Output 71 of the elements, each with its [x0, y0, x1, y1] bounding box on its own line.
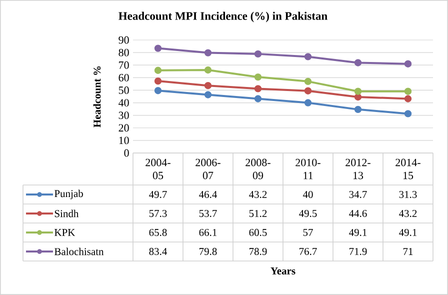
y-tick-label: 20 [118, 124, 129, 132]
point [154, 77, 162, 85]
data-label: 51.2 [249, 210, 267, 218]
point [204, 66, 212, 74]
point [254, 50, 262, 58]
data-label: 49.1 [349, 228, 367, 236]
data-label: 44.6 [349, 210, 367, 218]
data-label: 65.8 [149, 228, 167, 236]
data-label: 71 [403, 248, 413, 255]
data-label: 43.2 [399, 210, 417, 218]
data-label: 60.5 [249, 228, 267, 236]
point [404, 110, 412, 118]
legend-label: Balochisatn [54, 248, 104, 256]
data-label: 40 [302, 190, 313, 198]
point [204, 49, 212, 56]
data-label: 57 [303, 229, 313, 236]
data-label: 49.1 [399, 228, 417, 236]
x-tick-label: 2008-09 [246, 158, 270, 180]
data-label: 78.9 [250, 248, 267, 256]
y-tick-label: 10 [119, 136, 129, 144]
data-label: 34.7 [349, 190, 367, 198]
point [404, 95, 412, 102]
data-label: 53.7 [199, 210, 217, 218]
data-label: 31.3 [399, 190, 417, 198]
point [404, 88, 412, 95]
legend-label: Punjab [54, 190, 83, 200]
text: Years [270, 268, 296, 274]
point [304, 53, 312, 60]
y-tick-label: 60 [118, 74, 129, 82]
data-label: 46.4 [199, 190, 218, 198]
point [204, 91, 212, 98]
point [304, 99, 312, 106]
y-tick-label: 90 [118, 36, 129, 44]
point [354, 88, 362, 95]
point [404, 60, 412, 68]
y-tick-label: 40 [118, 99, 129, 106]
data-label: 76.7 [300, 248, 317, 256]
point [154, 66, 162, 74]
point [354, 93, 362, 101]
data-label: 49.7 [149, 190, 167, 198]
data-label: 83.4 [149, 248, 168, 256]
data-label: 71.9 [350, 248, 367, 256]
point [254, 73, 262, 81]
data-label: 49.5 [299, 210, 317, 218]
point [154, 86, 162, 94]
y-tick-label: 0 [124, 149, 129, 157]
x-tick-label: 2004-05 [146, 158, 170, 180]
y-tick-label: 70 [119, 61, 129, 69]
data-label: 79.8 [200, 248, 217, 256]
y-tick-label: 30 [118, 112, 129, 120]
point [304, 87, 312, 94]
point [354, 106, 362, 114]
x-tick-label: 2012-13 [346, 158, 370, 180]
point [254, 95, 262, 102]
legend-label: Sindh [54, 210, 79, 218]
x-tick-label: 2010-11 [296, 158, 320, 180]
data-label: 43.2 [249, 190, 267, 198]
y-tick-label: 80 [118, 48, 129, 56]
x-tick-label: 2014-15 [396, 158, 420, 180]
point [254, 85, 262, 92]
x-tick-label: 2006-07 [196, 158, 220, 180]
data-label: 66.1 [199, 228, 217, 236]
point [354, 59, 362, 66]
point [154, 44, 162, 52]
point [204, 82, 212, 90]
y-tick-label: 50 [118, 86, 129, 94]
legend-label: KPK [54, 229, 76, 236]
data-label: 57.3 [149, 210, 167, 218]
y-axis-title: Headcount % [93, 66, 101, 128]
point [304, 78, 312, 86]
chart-title: Headcount MPI Incidence (%) in Pakistan [118, 12, 328, 22]
